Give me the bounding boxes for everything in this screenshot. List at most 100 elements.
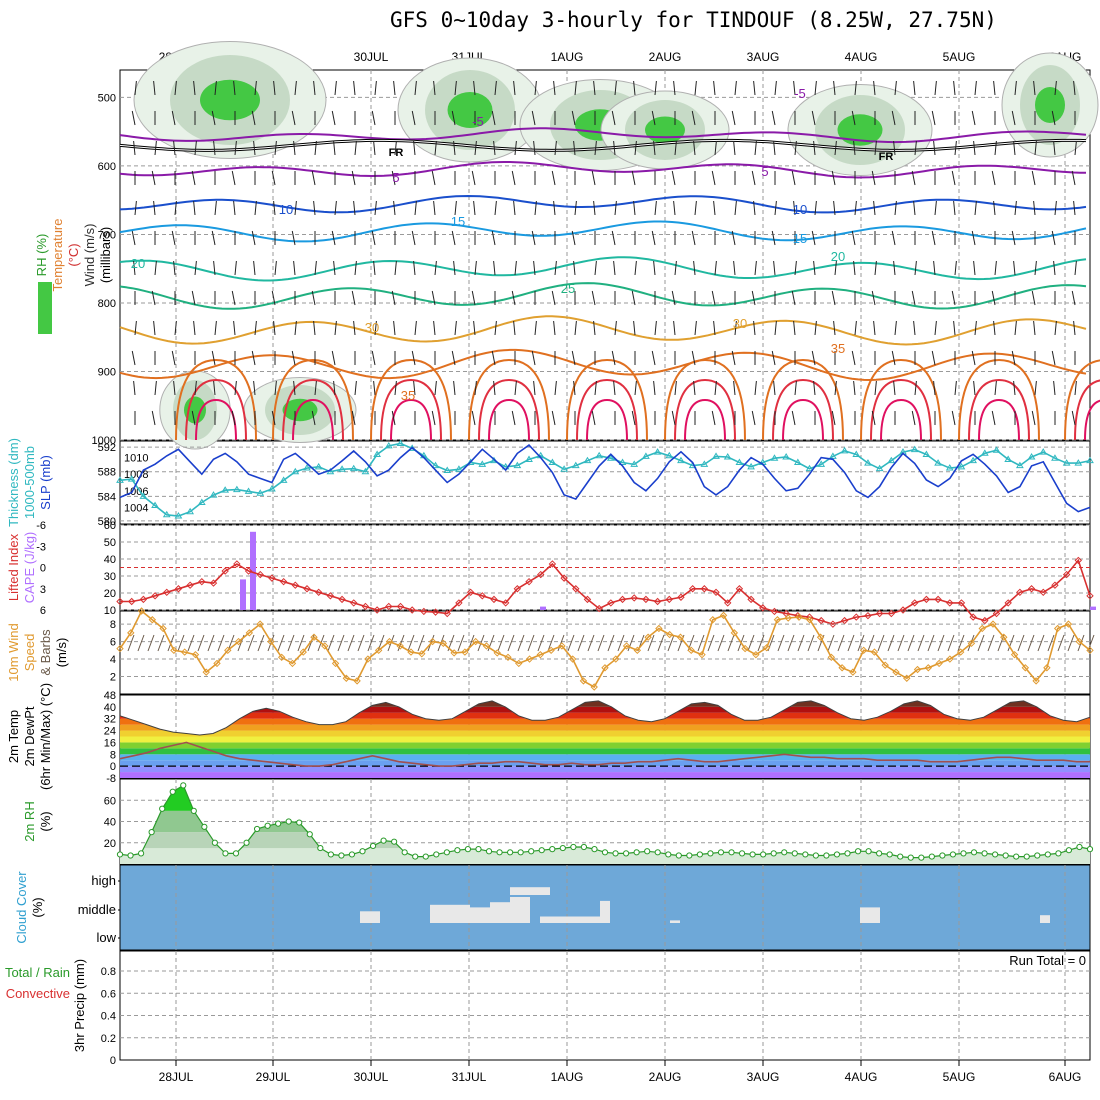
thickness-point [186, 507, 195, 515]
wind-speed-point [450, 649, 458, 657]
wind-barb [313, 80, 316, 96]
wind-barb [1014, 320, 1017, 336]
wind-barb [793, 320, 796, 336]
surface-heat-contour [566, 358, 648, 441]
x-tick-bottom: 3AUG [747, 1070, 780, 1084]
lifted-index-point [887, 609, 896, 618]
rh-point [707, 850, 714, 857]
cape-bar [540, 606, 546, 610]
wind-speed-point [773, 616, 782, 624]
wind-barb-10m [217, 634, 225, 652]
temp-band [120, 718, 1090, 725]
wind-barb [393, 200, 396, 216]
thickness-line [119, 442, 1091, 517]
wind-barb [673, 200, 676, 216]
wind-barb [673, 320, 676, 336]
wind-barb [274, 140, 277, 156]
wind-barb [934, 80, 937, 96]
lifted-index-point [314, 588, 323, 596]
cloud-level-label: low [96, 930, 116, 945]
lifted-index-point [572, 585, 580, 593]
wind-barb [334, 200, 337, 216]
lifted-index-point [770, 607, 779, 616]
wind-barb [873, 80, 876, 96]
wind-barb [511, 410, 516, 426]
wind-barb-10m [597, 634, 605, 652]
wind-speed-point [795, 613, 803, 621]
lifted-index-point [1027, 585, 1036, 593]
x-tick-bottom: 29JUL [256, 1070, 291, 1084]
thickness-point [303, 464, 311, 471]
wind-barb-10m [187, 634, 195, 652]
wind-barb [153, 80, 156, 96]
wind-barb [351, 170, 356, 186]
wind-barb [534, 80, 537, 96]
temp-band [120, 754, 1090, 761]
wind-barb [873, 320, 876, 336]
surface-heat-contour [468, 358, 550, 441]
wind-barb [771, 350, 776, 366]
lifted-index-point [116, 597, 124, 606]
wind-speed-point [127, 629, 135, 637]
y-axis-label: (°C) [66, 243, 81, 266]
wind-barb [293, 260, 296, 276]
thickness-point [980, 449, 989, 456]
wind-barb [453, 380, 456, 396]
cloud-bar [430, 904, 470, 923]
wind-barb [853, 260, 856, 276]
wind-barb [934, 320, 937, 336]
lifted-index-point [186, 581, 194, 589]
wind-speed-point [525, 655, 534, 663]
wind-speed-point [849, 668, 857, 676]
wind-barb [931, 230, 936, 246]
wind-barb [893, 380, 896, 396]
temperature-contour-label: 10 [279, 202, 293, 217]
temperature-contour [119, 220, 1087, 243]
wind-barb [294, 320, 297, 336]
wind-speed-point [579, 677, 588, 685]
wind-barb-10m [807, 634, 815, 652]
rh-point [222, 850, 229, 857]
wind-barb [1033, 320, 1036, 336]
wind-barb [574, 200, 577, 216]
wind-barb [391, 290, 396, 306]
lifted-index-point [408, 606, 416, 614]
wind-barb-10m [577, 634, 585, 652]
wind-barb [791, 410, 796, 426]
wind-barb [951, 170, 956, 186]
rh-point [211, 839, 218, 846]
wind-barb [131, 110, 136, 126]
rh-point [823, 852, 830, 859]
rh-point [507, 849, 514, 856]
wind-barb [174, 200, 177, 216]
thickness-point [139, 492, 148, 499]
rh-point [232, 850, 240, 857]
wind-barb-10m [457, 634, 465, 652]
y-tick: 1000 [92, 435, 116, 447]
wind-barb [393, 320, 396, 336]
cape-bar [240, 579, 246, 610]
wind-barb [451, 110, 456, 126]
wind-barb-10m [547, 634, 555, 652]
wind-speed-point [881, 661, 889, 669]
rh-point [1086, 846, 1094, 853]
wind-barb [873, 200, 876, 216]
wind-barb [734, 320, 737, 336]
wind-speed-point [277, 653, 286, 662]
wind-barb [853, 380, 856, 396]
wind-barb [1034, 140, 1037, 156]
slp-line [119, 444, 1091, 513]
thickness-point [934, 459, 942, 466]
rh-point [1055, 850, 1062, 857]
wind-barb [533, 140, 536, 156]
wind-barb [331, 230, 336, 246]
rh-point [201, 823, 208, 830]
wind-barb [1011, 350, 1016, 366]
thickness-point [852, 450, 861, 458]
wind-barb [994, 380, 997, 396]
rh-point [1013, 853, 1020, 860]
wind-barb [973, 260, 976, 276]
wind-barb [471, 410, 476, 426]
surface-heat-contour [870, 378, 932, 441]
wind-barb [1013, 140, 1016, 156]
